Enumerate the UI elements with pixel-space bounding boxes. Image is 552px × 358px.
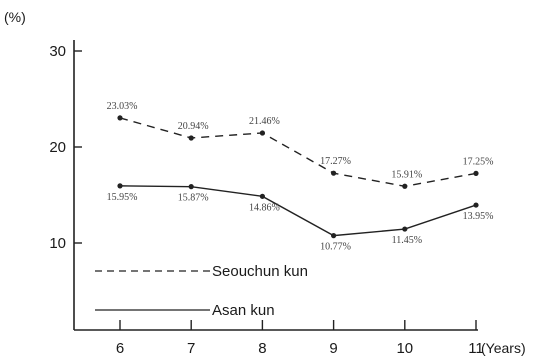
data-point	[331, 233, 337, 239]
data-label: 23.03%	[107, 101, 138, 112]
series-line-seouchun	[119, 117, 477, 187]
x-tick-label: 7	[187, 340, 195, 357]
x-tick-label: 6	[116, 340, 124, 357]
x-tick-label: 9	[329, 340, 337, 357]
x-tick-label: 10	[396, 340, 413, 357]
y-tick-label: 10	[49, 235, 66, 252]
data-point	[188, 135, 194, 141]
data-point	[259, 193, 265, 199]
series-group: 23.03% 20.94% 21.46% 17.27% 15.91% 17.25% 15.9…	[107, 101, 494, 253]
data-point	[473, 170, 479, 176]
legend-label-seouchun: Seouchun kun	[212, 263, 308, 280]
data-label: 17.25%	[463, 156, 494, 167]
data-label: 11.45%	[392, 235, 422, 246]
y-tick-label: 20	[49, 139, 66, 156]
data-point	[188, 184, 194, 190]
data-label: 14.86%	[249, 202, 280, 213]
legend-label-asan: Asan kun	[212, 302, 275, 319]
data-label: 15.87%	[178, 193, 209, 204]
data-point	[402, 226, 408, 232]
x-tick-label: 11	[468, 340, 484, 357]
data-point	[402, 183, 408, 189]
data-label: 17.27%	[320, 156, 351, 167]
y-ticks: 10 20 30	[49, 43, 82, 252]
data-label: 20.94%	[178, 121, 209, 132]
x-axis-unit: (Years)	[481, 340, 526, 356]
data-label: 10.77%	[320, 242, 351, 253]
data-label: 15.95%	[107, 192, 138, 203]
data-point	[259, 130, 265, 136]
data-point	[331, 170, 337, 176]
x-tick-label: 8	[258, 340, 266, 357]
data-label: 21.46%	[249, 116, 280, 127]
data-point	[473, 202, 479, 208]
data-point	[117, 183, 123, 189]
data-label: 15.91%	[391, 169, 422, 180]
data-point	[117, 115, 123, 121]
data-label: 13.95%	[463, 211, 494, 222]
y-tick-label: 30	[49, 43, 66, 60]
legend: Seouchun kun Asan kun	[95, 263, 308, 319]
y-axis-unit: (%)	[4, 9, 26, 25]
x-ticks: 6 7 8 9 10 11	[116, 320, 484, 357]
series-line-asan	[119, 185, 477, 237]
